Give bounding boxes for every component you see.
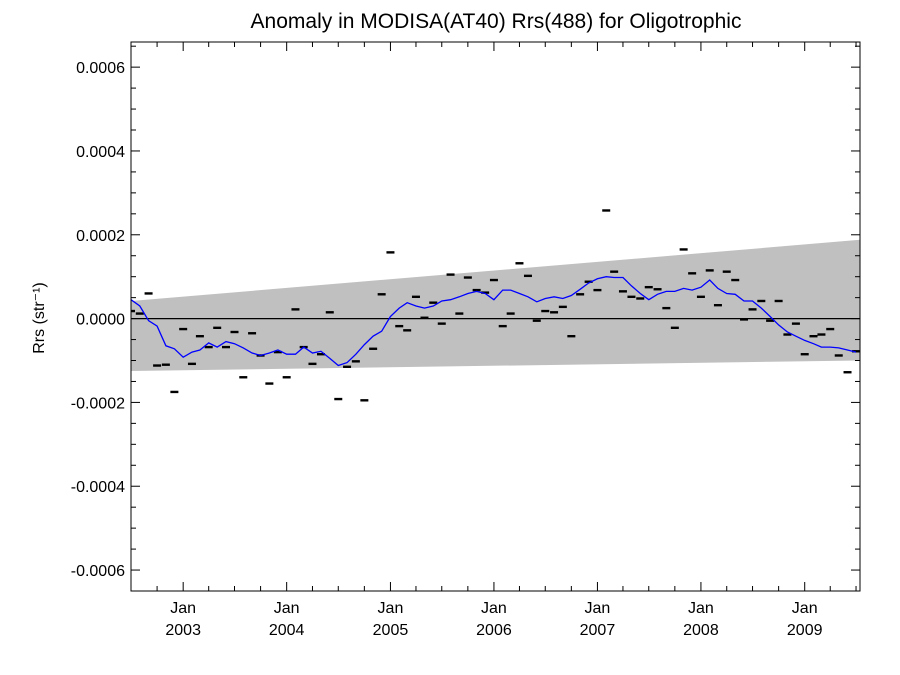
y-axis-label: Rrs (str⁻¹) [31, 282, 48, 354]
x-tick-label-month: Jan [481, 600, 507, 617]
y-tick-label: -0.0004 [71, 479, 125, 496]
y-tick-label: -0.0002 [71, 395, 125, 412]
x-tick-label-month: Jan [792, 600, 818, 617]
x-tick-label-month: Jan [585, 600, 611, 617]
series-markers [131, 209, 860, 402]
confidence-band [131, 239, 860, 371]
x-tick-label-year: 2008 [683, 622, 719, 639]
x-tick-label-year: 2004 [269, 622, 305, 639]
x-tick-label-month: Jan [274, 600, 300, 617]
plot-frame [130, 41, 861, 592]
series-layer [130, 209, 860, 402]
y-tick-label: 0.0002 [76, 228, 125, 245]
x-tick-label-year: 2006 [476, 622, 512, 639]
x-axis: Jan 2003 Jan 2004 Jan 2005 Jan 2006 Jan 2007 Jan 20… [130, 42, 857, 639]
x-tick-label-month: Jan [688, 600, 714, 617]
y-tick-label: -0.0006 [71, 563, 125, 580]
chart-title: Anomaly in MODISA(AT40) Rrs(488) for Oli… [251, 10, 742, 33]
x-tick-label-year: 2007 [580, 622, 616, 639]
y-tick-label: 0.0006 [76, 60, 125, 77]
x-tick-label-year: 2003 [165, 622, 201, 639]
series-line [130, 276, 857, 367]
x-tick-label-year: 2009 [787, 622, 823, 639]
y-axis: 0.0006 0.0004 0.0002 0.0000 -0.0002 -0.0004 -0… [71, 45, 860, 592]
x-tick-label-year: 2005 [373, 622, 409, 639]
x-tick-label-month: Jan [170, 600, 196, 617]
y-axis-label-base: Rrs (str⁻¹) [31, 282, 48, 354]
y-tick-label: 0.0000 [76, 312, 125, 329]
x-tick-label-month: Jan [378, 600, 404, 617]
y-tick-label: 0.0004 [76, 144, 125, 161]
band-area [131, 239, 860, 371]
